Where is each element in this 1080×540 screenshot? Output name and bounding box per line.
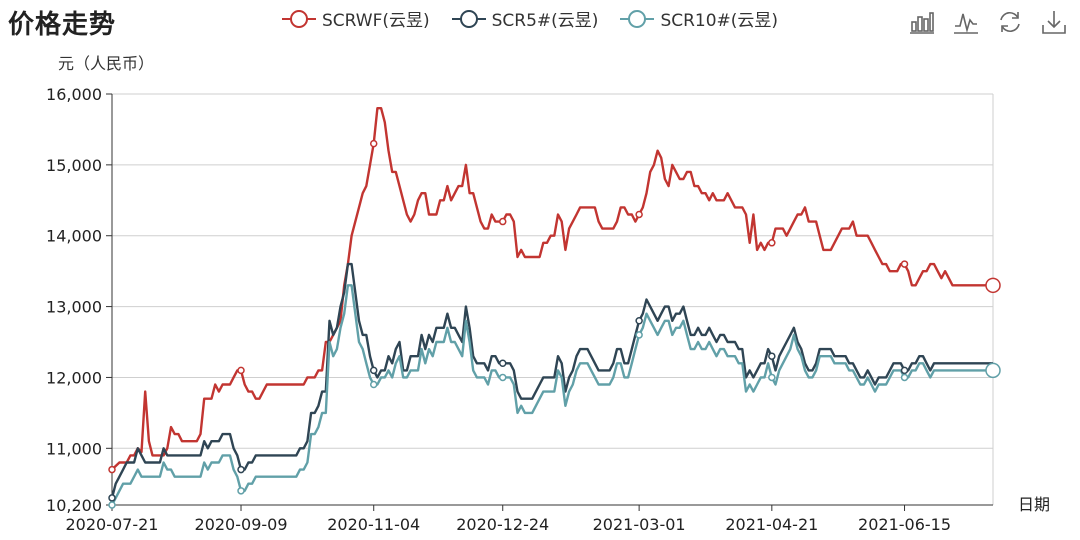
series-marker-0 [498, 217, 507, 226]
series-marker-2 [237, 487, 245, 495]
series-lines [110, 106, 993, 506]
legend-swatch-scrwf [282, 9, 316, 29]
legend-swatch-scr10 [620, 9, 655, 29]
series-marker-1 [369, 366, 378, 375]
x-tick-label: 2020-11-04 [327, 515, 420, 534]
line-chart-icon[interactable] [952, 8, 980, 36]
series-marker-2 [369, 380, 378, 389]
legend-label-scrwf: SCRWF(云昱) [322, 11, 430, 31]
x-tick-labels: 2020-07-21 2020-09-09 2020-11-04 2020-12-24… [66, 515, 952, 534]
series-marker-2 [498, 373, 507, 382]
series-marker-0 [108, 465, 116, 474]
y-tick-labels: 10,200 11,000 12,000 13,000 14,000 15,000 16,0… [46, 85, 102, 515]
y-tick-label: 10,200 [46, 496, 102, 515]
series-marker-0 [900, 260, 909, 268]
legend-item-scrwf[interactable]: SCRWF(云昱) [282, 6, 430, 31]
series-markers [108, 139, 1001, 509]
grid-lines [112, 93, 994, 505]
y-tick-label: 13,000 [46, 298, 102, 317]
axes [106, 93, 993, 511]
y-tick-label: 16,000 [46, 85, 102, 104]
x-axis-label: 日期 [1018, 495, 1050, 514]
y-tick-label: 11,000 [46, 439, 102, 458]
y-tick-label: 15,000 [46, 156, 102, 175]
legend-item-scr5[interactable]: SCR5#(云昱) [451, 6, 599, 31]
y-tick-label: 14,000 [46, 227, 102, 246]
y-tick-label: 12,000 [46, 368, 102, 387]
series-marker-0 [635, 210, 643, 219]
x-tick-label: 2021-03-01 [593, 515, 686, 534]
download-icon[interactable] [1040, 8, 1068, 36]
x-tick-label: 2021-06-15 [858, 515, 951, 534]
series-marker-1 [108, 494, 116, 502]
series-marker-2 [768, 373, 776, 382]
legend-label-scr5: SCR5#(云昱) [491, 11, 599, 31]
series-marker-0 [985, 277, 1001, 294]
toolbox [908, 8, 1068, 36]
series-line-0 [111, 106, 993, 471]
series-marker-1 [900, 366, 909, 375]
legend: SCRWF(云昱) SCR5#(云昱) SCR10#(云昱) [282, 6, 778, 31]
series-line-1 [110, 262, 993, 499]
series-marker-0 [369, 139, 378, 148]
series-marker-2 [900, 373, 909, 382]
series-marker-1 [498, 359, 507, 368]
series-marker-1 [237, 465, 245, 474]
series-line-2 [110, 284, 993, 506]
chart-title: 价格走势 [8, 10, 117, 40]
series-marker-2 [108, 501, 116, 509]
legend-swatch-scr5 [451, 9, 486, 29]
x-tick-label: 2020-09-09 [195, 515, 288, 534]
refresh-icon[interactable] [996, 8, 1024, 36]
legend-item-scr10[interactable]: SCR10#(云昱) [620, 6, 778, 31]
bar-chart-icon[interactable] [908, 8, 936, 36]
y-axis-label: 元（人民币） [58, 54, 155, 73]
series-marker-0 [768, 239, 776, 247]
series-marker-1 [635, 317, 643, 325]
legend-label-scr10: SCR10#(云昱) [660, 11, 779, 31]
series-marker-1 [768, 352, 776, 360]
series-marker-2 [635, 331, 643, 339]
series-marker-2 [985, 362, 1001, 379]
x-tick-label: 2020-07-21 [66, 515, 159, 534]
x-tick-label: 2020-12-24 [456, 515, 549, 534]
series-marker-0 [237, 366, 245, 375]
x-tick-label: 2021-04-21 [725, 515, 818, 534]
